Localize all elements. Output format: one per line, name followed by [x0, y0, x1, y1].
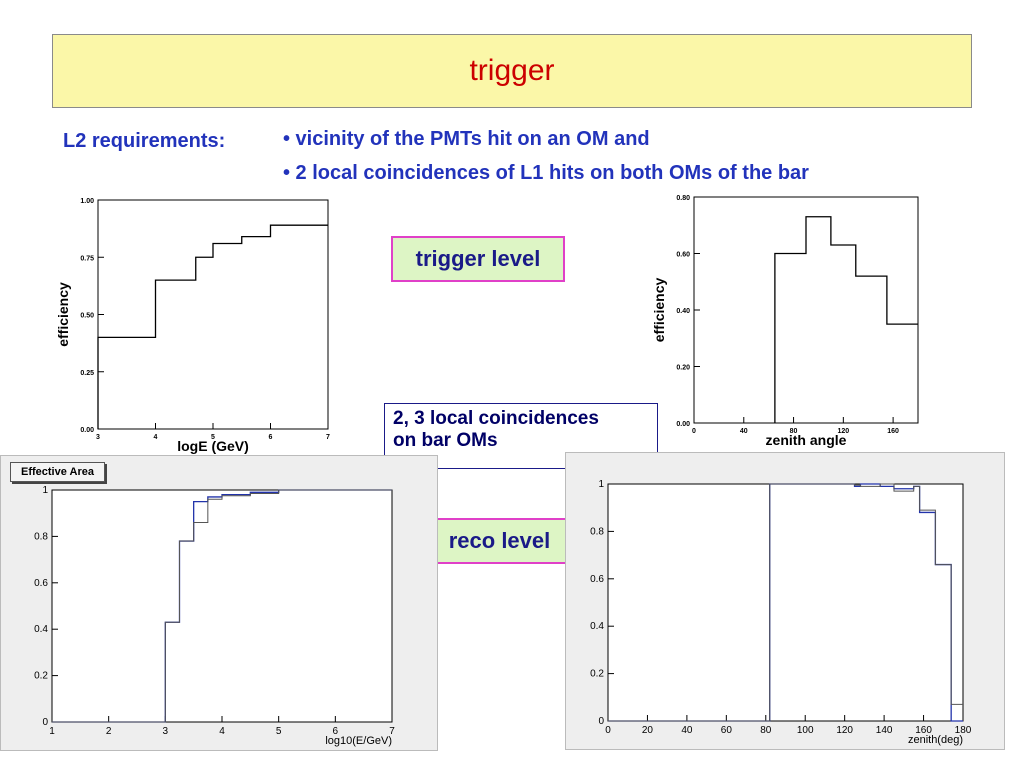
y-tick-label: 0.8: [34, 531, 48, 542]
y-tick-label: 0: [598, 716, 604, 727]
x-tick-label: 80: [760, 725, 772, 736]
y-tick-label: 0.00: [80, 427, 94, 434]
histogram-series-2: [608, 483, 963, 722]
efficiency-vs-energy-chart: 3 4 5 6 7 0.00 0.25 0.50 0.75 1.00 logE (GeV) effic…: [55, 198, 330, 454]
coincidence-note-line-2: on bar OMs: [393, 430, 498, 451]
histogram-series-1: [97, 224, 328, 429]
x-tick-label: 160: [887, 428, 899, 435]
x-tick-label: 6: [333, 726, 339, 737]
y-tick-label: 0.4: [590, 621, 604, 632]
x-tick-label: 6: [269, 434, 273, 441]
x-tick-label: 160: [915, 725, 932, 736]
slide-title: trigger: [469, 54, 555, 87]
x-tick-label: 7: [389, 726, 395, 737]
efficiency-vs-zenith-chart: 0 40 80 120 160 0.00 0.20 0.40 0.60 0.80 zenith an…: [651, 195, 919, 448]
x-tick-label: 20: [642, 725, 654, 736]
x-tick-label: 3: [163, 726, 169, 737]
effective-area-vs-energy-chart: 1 2 3 4 5 6 7 0 0.2 0.4 0.6 0.8 1 log10(E/GeV): [34, 485, 395, 747]
histogram-series-1: [774, 216, 918, 423]
coincidence-note-line-1: 2, 3 local coincidences: [393, 408, 599, 429]
x-axis-label: log10(E/GeV): [325, 735, 392, 747]
y-tick-label: 0.8: [590, 526, 604, 537]
x-tick-label: 180: [955, 725, 972, 736]
x-tick-label: 0: [605, 725, 611, 736]
x-tick-label: 5: [211, 434, 215, 441]
y-tick-label: 0.2: [34, 671, 48, 682]
bullet-2: • 2 local coincidences of L1 hits on bot…: [283, 162, 809, 184]
x-tick-label: 120: [836, 725, 853, 736]
x-tick-label: 40: [740, 428, 748, 435]
y-axis-label: efficiency: [651, 277, 667, 342]
y-tick-label: 1.00: [80, 198, 94, 205]
x-tick-label: 2: [106, 726, 112, 737]
y-tick-label: 0.40: [676, 308, 690, 315]
plot-frame: [51, 489, 393, 723]
y-tick-label: 0: [42, 717, 48, 728]
y-axis-label: efficiency: [55, 282, 71, 347]
y-tick-label: 0.25: [80, 370, 94, 377]
x-tick-label: 7: [326, 434, 330, 441]
title-bar: trigger: [52, 34, 972, 108]
plot-frame: [97, 199, 329, 430]
x-tick-label: 4: [154, 434, 158, 441]
x-axis-label: logE (GeV): [177, 438, 249, 454]
histogram-series-2: [52, 489, 392, 723]
x-tick-label: 100: [797, 725, 814, 736]
effective-area-vs-zenith-chart: 0 20 40 60 80 100 120 140 160 180 0 0.2 0.4 0.6 0.8 1 ze…: [590, 479, 972, 746]
y-tick-label: 0.60: [676, 252, 690, 259]
x-tick-label: 40: [681, 725, 693, 736]
y-tick-label: 0.50: [80, 313, 94, 320]
x-tick-label: 140: [876, 725, 893, 736]
y-tick-label: 1: [598, 479, 604, 490]
x-axis-label: zenith(deg): [908, 734, 963, 746]
effective-area-tag: Effective Area: [10, 462, 105, 482]
x-tick-label: 80: [790, 428, 798, 435]
bullet-1: • vicinity of the PMTs hit on an OM and: [283, 128, 650, 150]
x-axis-label: zenith angle: [766, 432, 847, 448]
y-tick-label: 0.75: [80, 255, 94, 262]
x-tick-label: 120: [837, 428, 849, 435]
y-tick-label: 0.4: [34, 624, 48, 635]
plot-frame: [607, 483, 964, 722]
y-tick-label: 0.6: [34, 578, 48, 589]
x-tick-label: 60: [721, 725, 733, 736]
x-tick-label: 3: [96, 434, 100, 441]
requirements-label: L2 requirements:: [63, 130, 226, 152]
x-tick-label: 5: [276, 726, 282, 737]
y-tick-label: 0.6: [590, 574, 604, 585]
trigger-level-label: trigger level: [391, 236, 565, 282]
y-tick-label: 0.20: [676, 365, 690, 372]
x-tick-label: 1: [49, 726, 55, 737]
y-tick-label: 0.00: [676, 421, 690, 428]
x-tick-label: 4: [219, 726, 225, 737]
y-tick-label: 0.80: [676, 195, 690, 202]
y-tick-label: 0.2: [590, 669, 604, 680]
y-tick-label: 1: [42, 485, 48, 496]
reco-level-label: reco level: [427, 518, 572, 564]
x-tick-label: 0: [692, 428, 696, 435]
